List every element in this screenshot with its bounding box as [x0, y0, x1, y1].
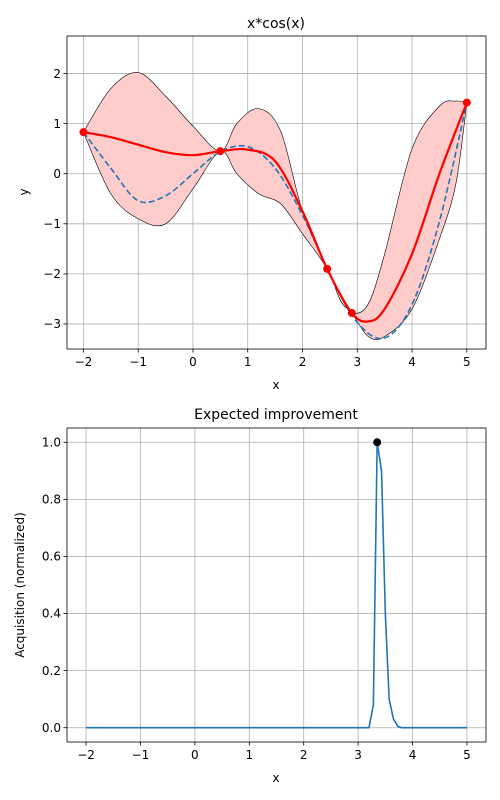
- gp-fit-y-tick-label: 0: [53, 167, 61, 181]
- gp-fit-x-tick-label: −2: [75, 355, 93, 369]
- ei-y-tick-label: 1.0: [42, 435, 61, 449]
- ei-x-tick-label: 1: [245, 748, 253, 762]
- expected-improvement-chart: Expected improvement x Acquisition (norm…: [13, 407, 487, 785]
- gp-fit-title: x*cos(x): [247, 16, 305, 32]
- observation-point: [216, 147, 225, 156]
- ei-x-tick-label: −1: [132, 748, 150, 762]
- ei-x-tick-label: 0: [191, 748, 199, 762]
- ei-y-tick-label: 0.4: [42, 607, 61, 621]
- gp-fit-y-tick-label: −2: [43, 267, 61, 281]
- gp-fit-x-tick-label: −1: [129, 355, 147, 369]
- observation-point: [79, 128, 88, 137]
- ei-y-tick-label: 0.6: [42, 550, 61, 564]
- ei-x-label: x: [272, 771, 279, 785]
- acquisition-max-point: [373, 438, 382, 447]
- observation-point: [347, 308, 356, 317]
- gp-fit-y-label: y: [17, 188, 31, 195]
- gp-fit-chart: x*cos(x) x y −2 −1 0 1 2 3 4 5 −3 −2 −1 0 1 2: [17, 16, 487, 392]
- ei-title: Expected improvement: [194, 407, 358, 423]
- ei-x-tick-label: 4: [409, 748, 417, 762]
- gp-fit-y-tick-label: 2: [53, 67, 61, 81]
- ei-axes-frame: [66, 427, 487, 743]
- gp-fit-x-tick-label: 4: [408, 355, 416, 369]
- ei-x-tick-label: −2: [77, 748, 95, 762]
- ei-x-tick-label: 3: [354, 748, 362, 762]
- predicted-mean-line: [83, 102, 468, 323]
- gp-fit-x-tick-label: 3: [353, 355, 361, 369]
- gp-fit-x-tick-label: 1: [244, 355, 252, 369]
- true-function-line: [82, 102, 468, 340]
- ei-x-tick-label: 5: [463, 748, 471, 762]
- observation-point: [323, 264, 332, 273]
- ei-y-tick-label: 0.2: [42, 664, 61, 678]
- gp-fit-plot-area: [79, 72, 471, 340]
- gp-fit-x-tick-label: 5: [463, 355, 471, 369]
- gp-fit-y-tick-label: 1: [53, 117, 61, 131]
- gp-fit-axes-frame: [66, 35, 487, 350]
- acquisition-line: [86, 442, 467, 729]
- ei-y-tick-label: 0.8: [42, 493, 61, 507]
- gp-fit-y-tick-label: −3: [43, 317, 61, 331]
- gp-fit-ticks: −2 −1 0 1 2 3 4 5 −3 −2 −1 0 1 2: [43, 67, 470, 369]
- gp-fit-x-tick-label: 0: [189, 355, 197, 369]
- ei-y-label: Acquisition (normalized): [13, 512, 27, 658]
- observation-point: [462, 98, 471, 107]
- ei-ticks: −2 −1 0 1 2 3 4 5 0.0 0.2 0.4 0.6 0.8 1.0: [42, 435, 471, 762]
- ei-x-tick-label: 2: [300, 748, 308, 762]
- gp-fit-x-label: x: [272, 378, 279, 392]
- ei-plot-area: [86, 438, 467, 729]
- gp-fit-y-tick-label: −1: [43, 217, 61, 231]
- ei-y-tick-label: 0.0: [42, 721, 61, 735]
- gp-fit-x-tick-label: 2: [299, 355, 307, 369]
